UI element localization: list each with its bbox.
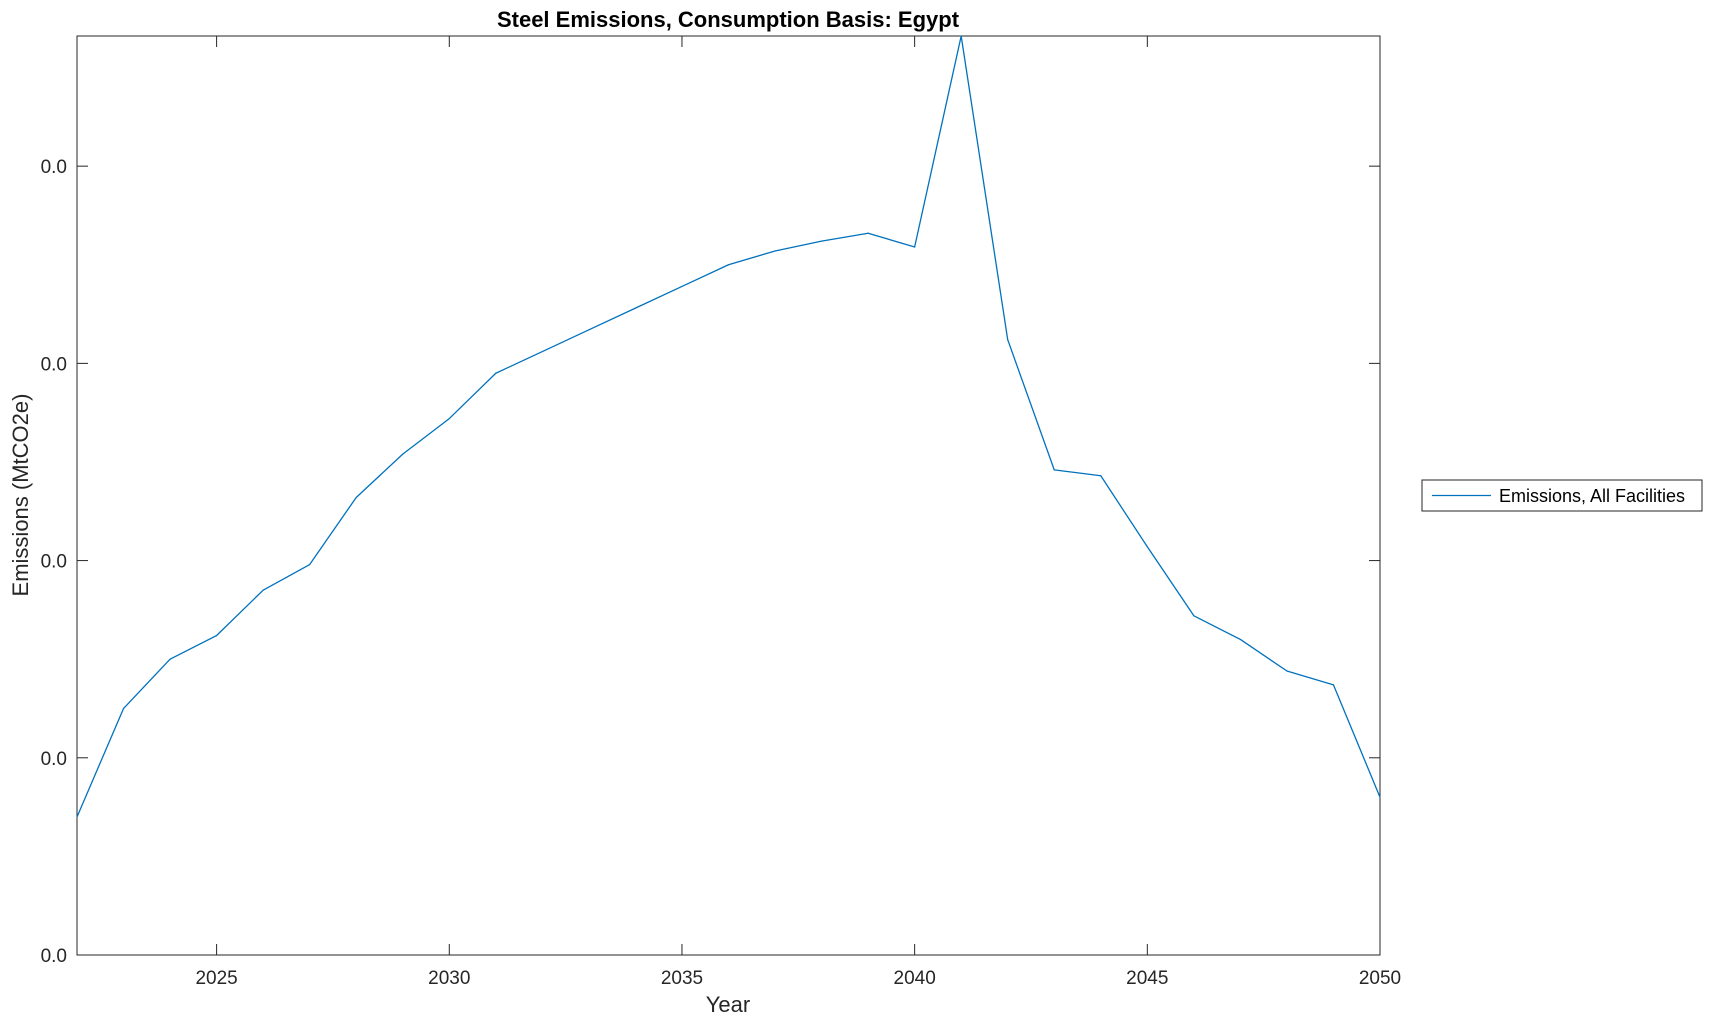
data-point <box>541 350 543 353</box>
y-tick-label: 0.0 <box>41 552 67 573</box>
data-point <box>820 240 823 242</box>
data-point <box>448 417 450 420</box>
data-point <box>1007 339 1009 341</box>
data-point <box>1379 796 1381 798</box>
data-point <box>634 307 637 309</box>
data-point <box>402 453 404 455</box>
x-tick-label: 2035 <box>661 968 703 989</box>
data-point <box>1239 638 1241 641</box>
data-point <box>76 816 78 818</box>
data-point <box>681 285 683 288</box>
y-tick-label: 0.0 <box>41 157 67 178</box>
x-axis-label: Year <box>706 992 750 1017</box>
data-point <box>1146 546 1148 548</box>
data-point <box>1100 475 1102 477</box>
data-point <box>1193 615 1195 617</box>
data-point <box>867 232 869 234</box>
data-point <box>216 634 218 637</box>
x-tick-label: 2050 <box>1359 968 1401 989</box>
data-point <box>355 496 357 499</box>
x-tick-label: 2030 <box>428 968 470 989</box>
series-layer <box>76 35 1381 818</box>
data-point <box>169 658 171 660</box>
data-point <box>495 372 497 374</box>
y-axis-ticks: 0.0 0.0 0.0 0.0 0.0 <box>41 157 1380 967</box>
y-tick-label: 0.0 <box>41 946 67 967</box>
data-point <box>309 563 311 566</box>
x-tick-label: 2045 <box>1126 968 1168 989</box>
data-point <box>774 250 776 252</box>
y-tick-label: 0.0 <box>41 354 67 375</box>
data-point <box>1332 684 1335 686</box>
y-axis-label: Emissions (MtCO2e) <box>8 394 33 597</box>
data-point <box>122 707 125 710</box>
x-tick-label: 2025 <box>195 968 237 989</box>
data-point <box>262 589 264 591</box>
data-point <box>727 264 730 266</box>
chart-title: Steel Emissions, Consumption Basis: Egyp… <box>497 7 960 32</box>
legend-entry-emissions-all-facilities: Emissions, All Facilities <box>1499 486 1685 506</box>
legend: Emissions, All Facilities <box>1421 479 1703 512</box>
x-tick-label: 2040 <box>894 968 936 989</box>
data-point <box>588 329 590 331</box>
data-point <box>914 246 916 248</box>
plot-area <box>76 35 1381 956</box>
data-point <box>960 35 962 37</box>
data-point <box>1286 670 1288 672</box>
y-tick-label: 0.0 <box>41 749 67 770</box>
data-point <box>1053 469 1055 471</box>
x-axis-ticks: 2025 2030 2035 2040 2045 2050 <box>195 36 1401 989</box>
